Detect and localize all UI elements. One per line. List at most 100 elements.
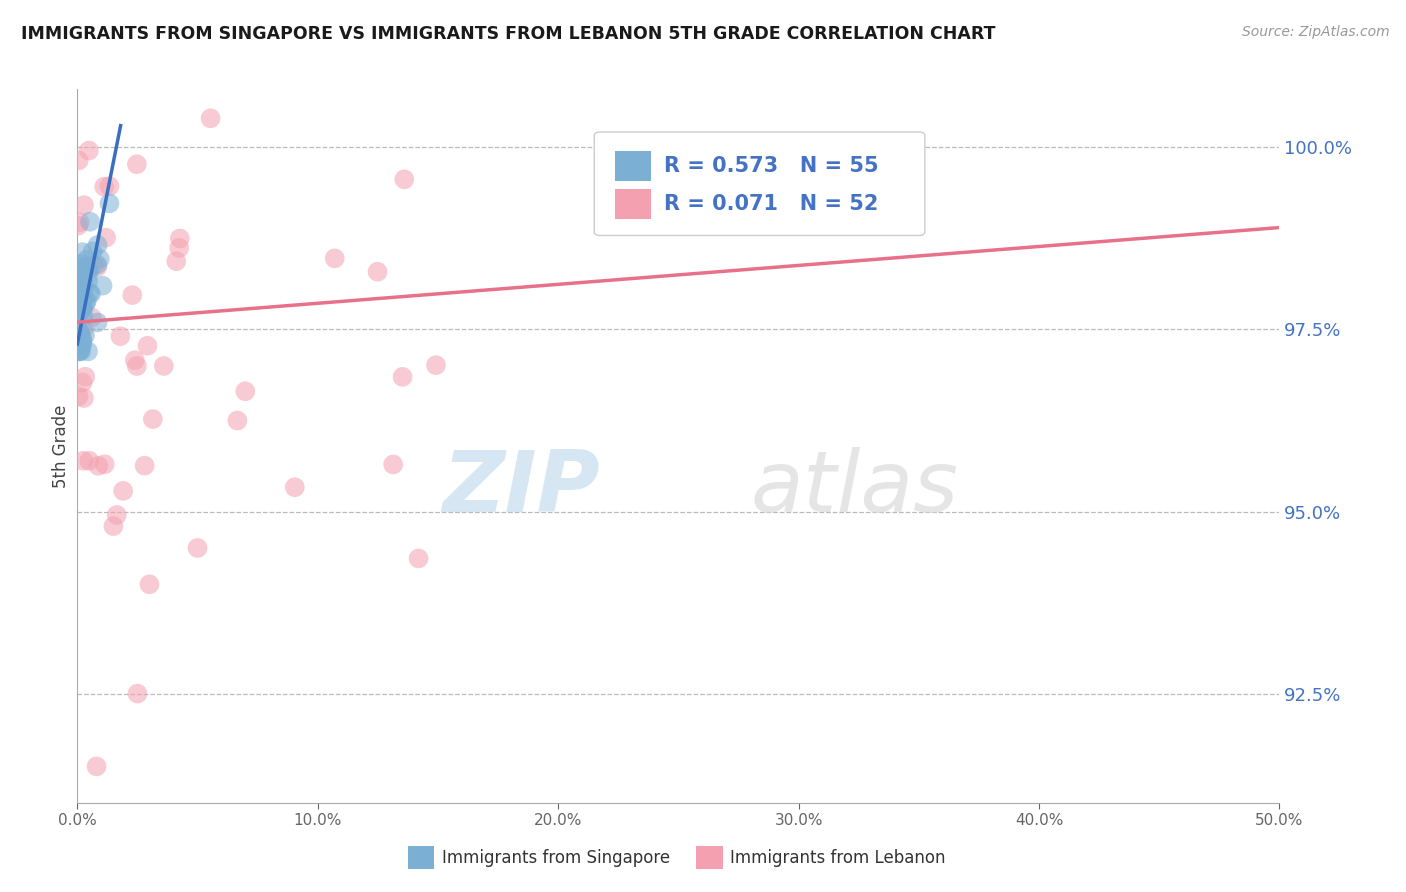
Point [121, 288, 143, 302]
Point [94, 230, 117, 244]
Point [73, 198, 96, 212]
Point [73, 291, 96, 305]
Point [86, 258, 108, 272]
Point [76, 252, 98, 267]
Point [67, 325, 90, 339]
Point [91, 278, 114, 293]
Point [103, 519, 125, 533]
Point [94, 457, 117, 471]
Point [134, 458, 156, 473]
Point [73, 328, 96, 343]
Point [67, 153, 90, 168]
Point [79, 286, 101, 301]
Point [72, 376, 94, 390]
Point [77, 144, 100, 158]
Point [83, 258, 105, 272]
Point [77, 454, 100, 468]
Point [67, 282, 90, 296]
Point [70, 301, 93, 316]
Point [67, 389, 90, 403]
Point [82, 244, 104, 259]
Text: atlas: atlas [751, 447, 959, 531]
Point [72, 280, 94, 294]
Point [72, 245, 94, 260]
Point [70, 297, 93, 311]
FancyBboxPatch shape [595, 132, 925, 235]
Point [80, 310, 103, 325]
Point [69, 326, 91, 340]
Point [73, 391, 96, 405]
Point [142, 412, 165, 426]
Point [125, 359, 148, 373]
Point [200, 112, 222, 126]
Point [112, 483, 135, 498]
Point [105, 508, 128, 522]
Point [169, 231, 191, 245]
Point [138, 577, 160, 591]
Point [73, 321, 96, 335]
Point [73, 276, 96, 290]
Point [86, 238, 108, 252]
Point [70, 327, 93, 342]
Point [394, 172, 416, 186]
Point [70, 257, 93, 271]
Point [98, 179, 121, 194]
Point [124, 353, 146, 368]
Point [72, 310, 94, 324]
Point [77, 275, 100, 289]
Point [73, 260, 96, 274]
Point [425, 358, 447, 372]
Point [89, 252, 111, 266]
Point [72, 285, 94, 300]
Point [72, 334, 94, 349]
Point [70, 344, 93, 359]
Text: R = 0.071   N = 52: R = 0.071 N = 52 [664, 194, 879, 214]
Point [75, 261, 97, 276]
Point [67, 344, 90, 359]
Y-axis label: 5th Grade: 5th Grade [52, 404, 70, 488]
Point [69, 215, 91, 229]
Point [226, 413, 249, 427]
Point [69, 343, 91, 358]
Point [86, 260, 108, 274]
Point [136, 339, 159, 353]
Point [93, 179, 115, 194]
Point [67, 273, 90, 287]
Point [153, 359, 176, 373]
Point [67, 261, 90, 276]
Point [186, 541, 209, 555]
Point [125, 157, 148, 171]
Point [66, 344, 89, 359]
Point [75, 297, 97, 311]
Point [110, 329, 132, 343]
Point [72, 302, 94, 317]
Point [72, 282, 94, 296]
Point [69, 276, 91, 290]
Point [127, 687, 149, 701]
Point [69, 303, 91, 318]
Bar [614, 151, 651, 180]
Bar [696, 847, 723, 869]
Point [165, 254, 187, 268]
Point [70, 337, 93, 351]
Text: Immigrants from Singapore: Immigrants from Singapore [441, 849, 669, 867]
Point [98, 196, 121, 211]
Point [66, 336, 89, 351]
Point [67, 219, 90, 233]
Point [80, 286, 103, 301]
Point [86, 315, 108, 329]
Point [77, 263, 100, 277]
Point [72, 274, 94, 288]
Point [70, 283, 93, 297]
Text: IMMIGRANTS FROM SINGAPORE VS IMMIGRANTS FROM LEBANON 5TH GRADE CORRELATION CHART: IMMIGRANTS FROM SINGAPORE VS IMMIGRANTS … [21, 25, 995, 43]
Text: ZIP: ZIP [443, 447, 600, 531]
Point [70, 264, 93, 278]
Point [75, 369, 97, 384]
Point [323, 252, 346, 266]
Point [77, 344, 100, 359]
Point [87, 458, 110, 473]
Text: Immigrants from Lebanon: Immigrants from Lebanon [730, 849, 946, 867]
Point [72, 333, 94, 347]
Point [70, 289, 93, 303]
Point [72, 454, 94, 468]
